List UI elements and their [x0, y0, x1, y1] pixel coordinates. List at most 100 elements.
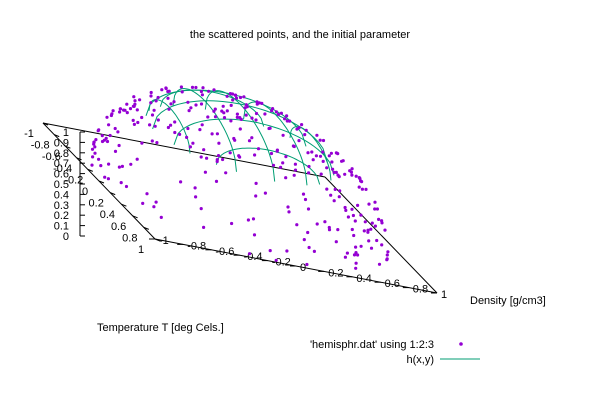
- data-point: [254, 118, 258, 122]
- data-point: [269, 151, 274, 156]
- data-point: [91, 155, 95, 159]
- data-point: [281, 133, 285, 137]
- data-point: [354, 174, 358, 178]
- data-point: [214, 179, 219, 183]
- data-point: [140, 141, 144, 145]
- data-point: [221, 104, 225, 108]
- data-point: [230, 221, 234, 226]
- data-point: [188, 145, 192, 149]
- data-point: [350, 207, 354, 211]
- data-point: [306, 207, 311, 211]
- y-axis-label: Density [g/cm3]: [470, 295, 546, 307]
- data-point: [292, 173, 296, 177]
- z-tick-label: 1: [63, 127, 69, 139]
- data-point: [345, 251, 349, 255]
- x-tick-label: 0: [82, 186, 88, 198]
- data-point: [149, 101, 153, 105]
- data-point: [329, 193, 333, 197]
- data-point: [286, 205, 290, 209]
- data-point: [237, 154, 241, 158]
- data-point: [303, 197, 308, 202]
- data-point: [321, 159, 325, 163]
- data-point: [360, 187, 364, 191]
- data-point: [244, 103, 248, 107]
- data-point: [232, 136, 236, 141]
- z-tick-label: 0.4: [54, 189, 69, 201]
- data-point: [250, 116, 254, 120]
- x-tick-label: -0.6: [42, 151, 61, 163]
- data-point: [276, 112, 280, 117]
- data-point: [107, 162, 111, 166]
- data-point: [318, 154, 323, 158]
- data-point: [343, 255, 347, 259]
- data-point: [194, 85, 198, 90]
- data-point: [370, 221, 374, 225]
- data-point: [253, 153, 257, 157]
- data-point: [315, 222, 319, 226]
- data-point: [288, 119, 292, 123]
- data-point: [228, 92, 232, 96]
- data-point: [239, 117, 243, 121]
- data-point: [307, 245, 311, 250]
- data-point: [179, 180, 183, 184]
- data-point: [206, 115, 210, 119]
- surface-curve-x: [173, 118, 335, 176]
- data-point: [360, 180, 364, 184]
- data-point: [350, 167, 354, 171]
- x-tick: [87, 168, 93, 172]
- x-tick: [110, 192, 116, 196]
- x-tick: [143, 226, 149, 230]
- data-point: [132, 95, 136, 99]
- data-point: [178, 132, 182, 136]
- data-point: [116, 130, 120, 134]
- data-point: [131, 104, 135, 108]
- data-point: [327, 154, 331, 158]
- x-axis-label: Temperature T [deg Cels.]: [97, 322, 224, 334]
- data-point: [123, 108, 127, 112]
- data-point: [279, 165, 283, 169]
- data-point: [153, 124, 157, 128]
- y-tick-label: -0.8: [187, 240, 206, 252]
- data-point: [367, 202, 371, 206]
- surface-curve-y: [243, 101, 308, 186]
- data-point: [315, 133, 319, 137]
- data-point: [213, 107, 217, 111]
- data-point: [203, 170, 207, 174]
- data-point: [343, 172, 347, 176]
- data-point: [136, 120, 140, 125]
- data-point: [352, 233, 356, 238]
- chart-title: the scattered points, and the initial pa…: [190, 29, 410, 41]
- data-point: [125, 111, 129, 115]
- data-point: [238, 95, 243, 100]
- x-tick-label: 1: [138, 244, 144, 256]
- data-point: [221, 157, 225, 162]
- data-point: [145, 192, 149, 196]
- data-point: [350, 227, 354, 232]
- data-point: [105, 115, 109, 119]
- y-tick-label: -0.6: [215, 246, 234, 258]
- data-point: [373, 224, 377, 228]
- data-point: [234, 96, 239, 100]
- data-point: [281, 161, 285, 165]
- data-point: [334, 240, 338, 244]
- data-point: [191, 141, 195, 145]
- data-point: [106, 177, 110, 181]
- data-point: [331, 167, 335, 171]
- x-tick-label: -0.2: [64, 174, 83, 186]
- data-point: [124, 184, 129, 189]
- data-point: [93, 151, 97, 155]
- data-point: [173, 130, 177, 135]
- data-point: [333, 187, 337, 191]
- data-point: [274, 258, 278, 262]
- data-point: [120, 164, 124, 168]
- y-tick-label: -1: [159, 235, 169, 247]
- data-point: [212, 88, 216, 92]
- data-point: [180, 90, 184, 94]
- z-tick-label: 0.8: [54, 148, 69, 160]
- x-tick: [121, 203, 127, 207]
- data-point: [244, 113, 248, 117]
- data-point: [117, 165, 121, 169]
- y-tick-label: -0.2: [272, 257, 291, 269]
- legend-label-points: 'hemisphr.dat' using 1:2:3: [310, 339, 434, 351]
- data-point: [284, 155, 288, 159]
